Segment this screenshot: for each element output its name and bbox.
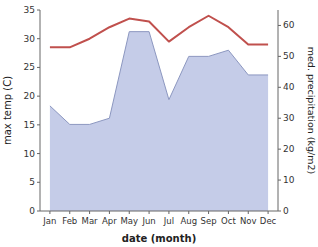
y-tick [37, 124, 40, 125]
y-tick-label: 20 [24, 91, 36, 101]
precipitation-area [50, 32, 268, 211]
x-tick-label: Dec [260, 216, 277, 226]
y2-axis-line [278, 10, 279, 211]
y2-tick [278, 25, 281, 26]
x-tick [248, 211, 249, 214]
x-tick [49, 211, 50, 214]
y2-tick-label: 40 [283, 82, 295, 92]
x-tick [149, 211, 150, 214]
y2-tick-label: 30 [283, 113, 295, 123]
y-tick [37, 38, 40, 39]
y-tick-label: 0 [29, 206, 35, 216]
x-tick-label: May [120, 216, 138, 226]
y2-tick-label: 50 [283, 51, 295, 61]
x-tick-label: Nov [240, 216, 257, 226]
y2-tick-label: 0 [283, 206, 289, 216]
x-tick [208, 211, 209, 214]
x-tick-label: Mar [82, 216, 99, 226]
x-axis-label: date (month) [122, 233, 196, 244]
y2-tick-label: 20 [283, 144, 295, 154]
y-tick [37, 153, 40, 154]
x-tick-label: Sep [201, 216, 217, 226]
x-tick [188, 211, 189, 214]
x-tick [69, 211, 70, 214]
x-tick [228, 211, 229, 214]
precipitation-outline [50, 32, 268, 125]
y-tick [37, 211, 40, 212]
x-tick [109, 211, 110, 214]
chart: 0 5 10 15 20 25 30 35 0 10 20 30 40 50 60 Jan Feb MarAprM… [0, 0, 318, 247]
x-tick [129, 211, 130, 214]
y2-tick-label: 60 [283, 20, 295, 30]
y-tick [37, 96, 40, 97]
y-tick-label: 15 [24, 120, 35, 130]
y-tick-label: 5 [29, 177, 35, 187]
y-tick-label: 25 [24, 62, 35, 72]
y2-tick [278, 149, 281, 150]
x-tick-label: Oct [221, 216, 236, 226]
x-tick [268, 211, 269, 214]
x-tick-label: Aug [180, 216, 197, 226]
y-tick-label: 10 [24, 149, 36, 159]
x-tick-label: Jun [141, 216, 155, 226]
y2-tick-label: 10 [283, 175, 295, 185]
y-tick [37, 182, 40, 183]
y-tick-label: 30 [24, 34, 36, 44]
y2-tick [278, 180, 281, 181]
x-tick-label: Feb [62, 216, 77, 226]
y-tick [37, 67, 40, 68]
x-tick [89, 211, 90, 214]
temperature-line [50, 16, 268, 48]
x-tick-label: Apr [102, 216, 117, 226]
y2-axis-label: med. precipitation (kg/m2) [306, 47, 317, 174]
y2-tick [278, 118, 281, 119]
y-tick [37, 10, 40, 11]
x-tick [168, 211, 169, 214]
x-axis-line [40, 211, 278, 212]
y2-tick [278, 87, 281, 88]
plot-area [50, 16, 268, 211]
y2-tick [278, 56, 281, 57]
y2-tick [278, 211, 281, 212]
x-tick-label: Jan [42, 216, 56, 226]
y-tick-label: 35 [24, 5, 35, 15]
x-tick-label: Jul [163, 216, 174, 226]
y-axis-label: max temp (C) [2, 76, 13, 145]
y-axis-line [40, 10, 41, 211]
